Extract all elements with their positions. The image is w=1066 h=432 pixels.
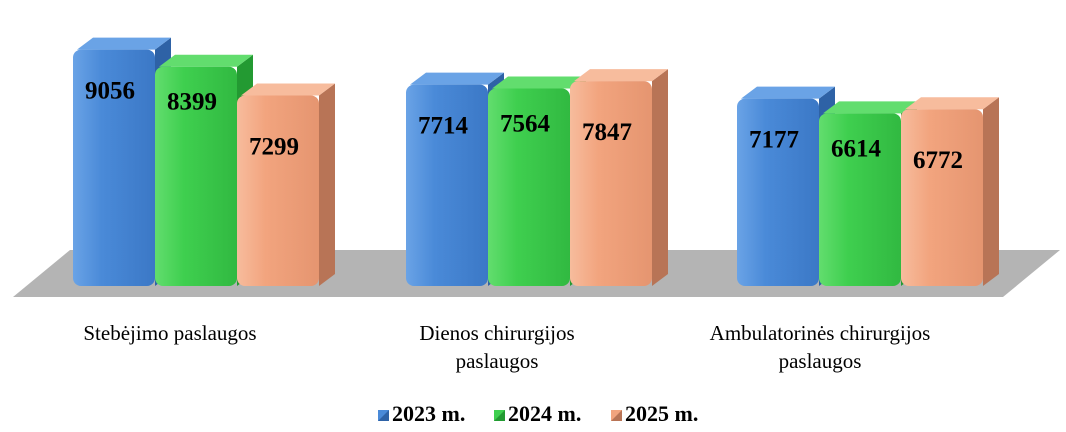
legend: 2023 m. 2024 m. 2025 m. — [378, 401, 698, 426]
value-label-2-3: 6614 — [831, 135, 882, 162]
legend-item-1: 2023 m. — [378, 401, 465, 426]
value-label-3-3: 6772 — [913, 147, 963, 174]
legend-item-3: 2025 m. — [611, 401, 698, 426]
value-label-3-2: 7847 — [582, 119, 632, 146]
legend-label-3: 2025 m. — [625, 401, 698, 426]
bar-3-3 — [901, 97, 999, 287]
value-label-1-3: 7177 — [749, 127, 799, 154]
value-labels-layer: 9056 7714 7177 8399 7564 6614 7299 7847 6772 — [85, 78, 963, 175]
bars-layer — [73, 37, 999, 287]
legend-item-2: 2024 m. — [494, 401, 581, 426]
bar-3-2 — [570, 69, 668, 286]
value-label-1-2: 7714 — [418, 113, 469, 140]
legend-label-1: 2023 m. — [392, 401, 465, 426]
value-label-1-1: 9056 — [85, 78, 135, 105]
bar-3-1 — [237, 83, 335, 286]
category-labels-layer: Stebėjimo paslaugos Dienos chirurgijos pas… — [83, 321, 930, 373]
category-label-3: Ambulatorinės chirurgijos paslaugos — [710, 321, 931, 373]
legend-label-2: 2024 m. — [508, 401, 581, 426]
value-label-3-1: 7299 — [249, 133, 299, 160]
category-label-2: Dienos chirurgijos paslaugos — [419, 321, 574, 373]
value-label-2-1: 8399 — [167, 89, 217, 116]
value-label-2-2: 7564 — [500, 111, 551, 138]
category-label-1: Stebėjimo paslaugos — [83, 321, 256, 345]
